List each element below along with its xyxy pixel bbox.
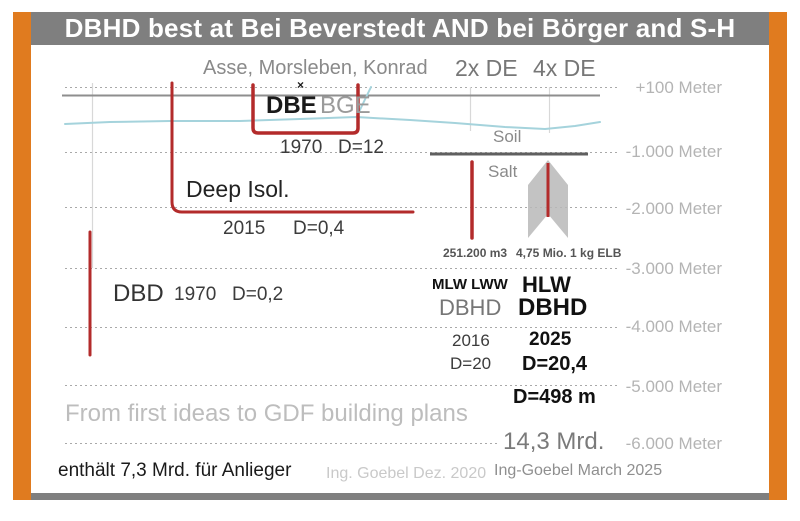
dbhd-hlw-waste-type: HLW [522,272,571,297]
dbe-year: 1970 [280,137,323,158]
dbd-label: DBD [113,280,164,307]
concept-depth-lines [88,81,474,357]
depth-label-6000: -6.000 Meter [625,434,722,453]
dbhd-hlw-year: 2025 [529,329,572,350]
dbhd-mlw-dose: D=20 [450,354,492,373]
bge-label: BGE [320,92,371,119]
dbhd-mlw-year: 2016 [452,331,490,350]
label-4x-de: 4x DE [533,55,596,81]
bottom-border-bar [31,493,769,500]
dbd-year: 1970 [174,284,217,305]
label-2x-de: 2x DE [455,55,518,81]
credit-2020: Ing. Goebel Dez. 2020 [326,465,487,482]
dbe-label: DBE [266,92,317,119]
soil-layer-label: Soil [493,127,522,146]
cost-note: enthält 7,3 Mrd. für Anlieger [58,460,292,481]
dbhd-hlw-diameter: D=498 m [513,386,596,408]
dbd-dose: D=0,2 [232,284,284,305]
deep-isolation-dose: D=0,4 [293,218,345,239]
tagline: From first ideas to GDF building plans [65,400,468,427]
dbhd-mlw-waste-type: MLW LWW [432,276,508,293]
dbhd-hlw-label: DBHD [518,294,588,321]
deep-isolation-label: Deep Isol. [186,176,290,202]
dbe-dose: D=12 [338,137,384,158]
credit-2025: Ing-Goebel March 2025 [494,462,663,479]
right-accent-bar [769,12,787,500]
deep-isol-line [170,81,415,214]
depth-label-4000: -4.000 Meter [625,317,722,336]
depth-label-2000: -2.000 Meter [625,199,722,218]
dbhd-mlw-volume: 251.200 m3 [443,246,508,260]
dbhd-mlw-label: DBHD [439,295,502,320]
depth-label-1000: -1.000 Meter [625,142,722,161]
salt-layer-label: Salt [488,162,518,181]
elb-chevron-icon [528,160,568,238]
dbe-bracket [251,83,360,135]
dbhd-hlw-dose: D=20,4 [522,353,588,375]
depth-label-5000: -5.000 Meter [625,377,722,396]
legacy-sites-label: Asse, Morsleben, Konrad [203,57,428,79]
dbhd-hlw-containers: 4,75 Mio. 1 kg ELB [516,246,622,260]
total-cost: 14,3 Mrd. [503,428,605,455]
left-accent-bar [13,12,31,500]
page-title-text: DBHD best at Bei Beverstedt AND bei Börg… [64,13,736,43]
page-title: DBHD best at Bei Beverstedt AND bei Börg… [31,12,769,45]
depth-label-3000: -3.000 Meter [625,259,722,278]
deep-isolation-year: 2015 [223,218,266,239]
depth-label-plus100: +100 Meter [635,78,722,97]
x-mark: × [297,78,305,92]
